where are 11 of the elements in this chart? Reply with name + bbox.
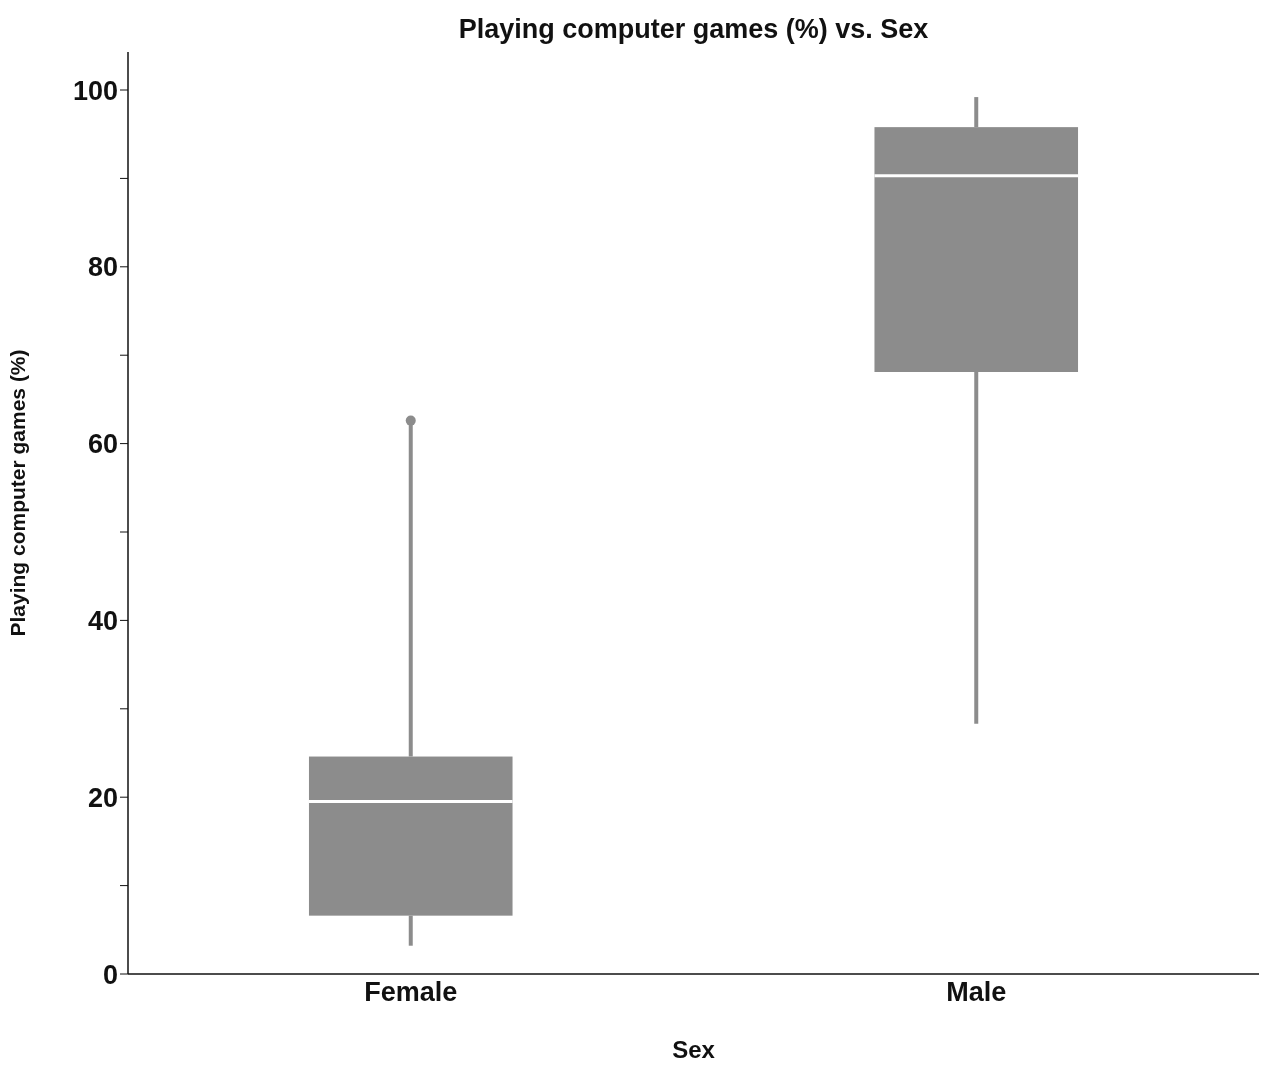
y-tick-label: 20 <box>87 782 118 813</box>
x-tick-label: Male <box>946 977 1007 1008</box>
y-tick-label: 0 <box>102 959 118 990</box>
y-tick-label: 100 <box>72 75 118 106</box>
x-axis-title: Sex <box>672 1036 716 1063</box>
y-tick-label: 80 <box>87 252 118 283</box>
y-axis-title: Playing computer games (%) <box>6 349 30 637</box>
x-tick-label: Female <box>364 977 458 1008</box>
y-tick-label: 40 <box>87 605 118 636</box>
chart-title: Playing computer games (%) vs. Sex <box>458 14 929 44</box>
y-tick-label: 60 <box>87 429 118 460</box>
